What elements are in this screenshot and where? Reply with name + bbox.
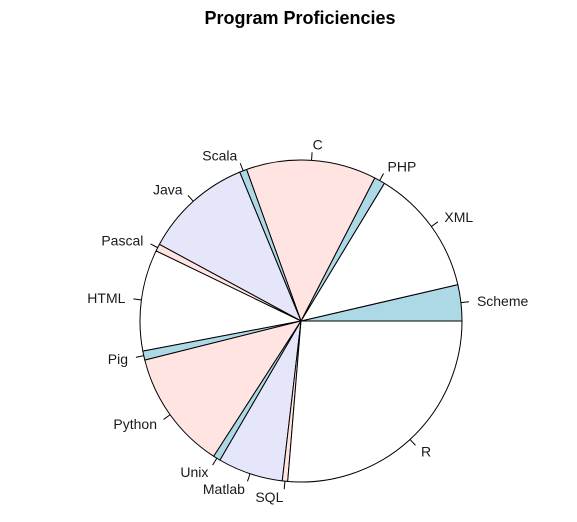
pie-label-tick-scala (239, 163, 244, 171)
pie-label-tick-sql (283, 481, 286, 490)
pie-label-tick-scheme (460, 301, 470, 304)
pie-label-tick-matlab (247, 473, 251, 482)
pie-label-python: Python (113, 416, 157, 432)
pie-slice-java (158, 171, 302, 322)
pie-slice-xml (300, 182, 459, 322)
pie-label-php: PHP (388, 158, 417, 174)
pie-slice-r (287, 320, 463, 483)
pie-slice-python (144, 320, 302, 457)
pie-label-sql: SQL (255, 489, 283, 505)
pie-label-tick-pascal (150, 243, 158, 249)
pie-label-r: R (421, 443, 431, 459)
pie-slice-c (246, 159, 376, 322)
pie-label-html: HTML (87, 290, 125, 306)
pie-label-xml: XML (444, 209, 473, 225)
pie-label-scala: Scala (202, 148, 237, 164)
pie-label-matlab: Matlab (203, 481, 245, 497)
pie-label-c: C (313, 136, 323, 152)
pie-label-tick-c (311, 152, 313, 161)
pie-label-pascal: Pascal (101, 232, 143, 248)
pie-label-tick-php (379, 173, 385, 181)
pie-label-tick-pig (135, 355, 144, 358)
pie-label-tick-html (133, 298, 142, 301)
pie-label-tick-java (187, 194, 194, 202)
pie-label-unix: Unix (180, 464, 208, 480)
pie-slice-html (139, 250, 302, 352)
pie-label-scheme: Scheme (477, 293, 529, 309)
pie-label-tick-xml (431, 221, 439, 227)
pie-label-tick-r (409, 439, 416, 446)
pie-labels: Scheme XML PHP C Scala Java Pascal HTML Pig Pytho… (87, 136, 528, 505)
pie-label-pig: Pig (108, 351, 128, 367)
pie-label-tick-python (163, 414, 171, 420)
pie-slices (139, 159, 463, 483)
pie-label-tick-unix (212, 457, 218, 466)
pie-label-java: Java (153, 181, 183, 197)
chart-title: Program Proficiencies (204, 8, 395, 28)
